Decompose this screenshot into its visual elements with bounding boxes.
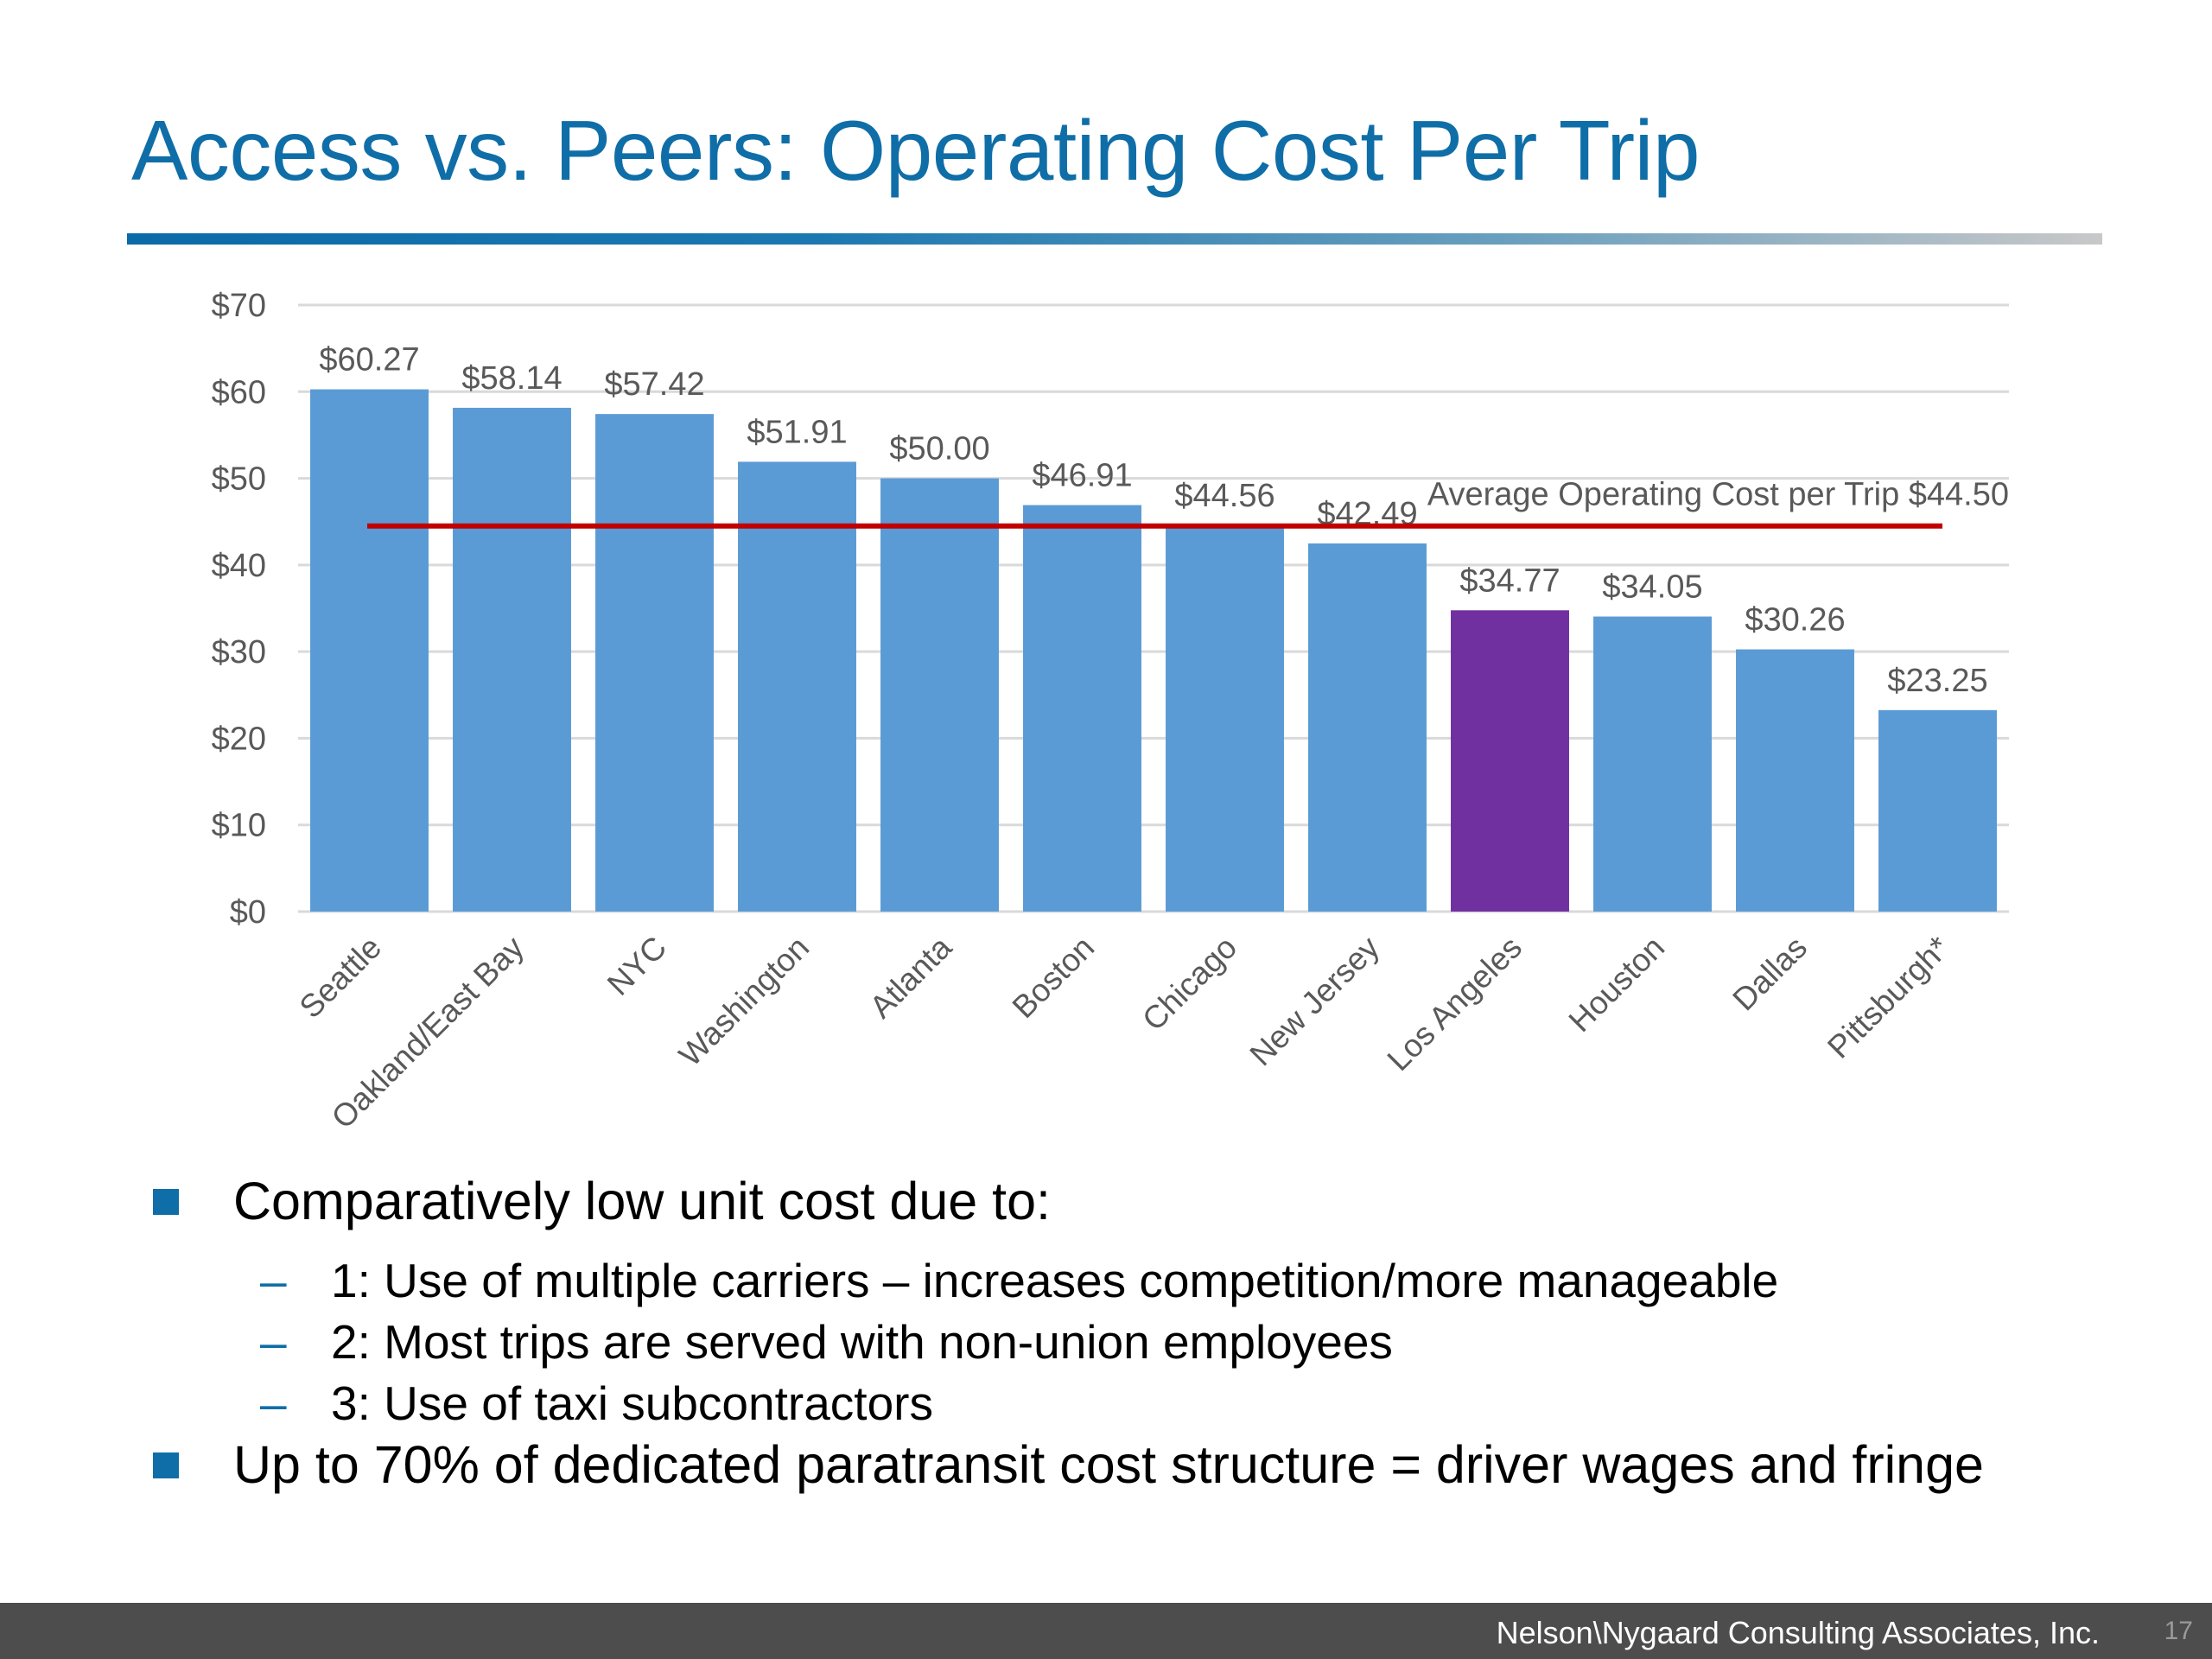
y-tick-label: $40 xyxy=(212,548,266,584)
bar xyxy=(1736,649,1854,912)
bar xyxy=(1451,610,1569,912)
data-label: $44.56 xyxy=(1174,478,1274,514)
dash-bullet-icon: – xyxy=(260,1315,287,1369)
y-tick-label: $70 xyxy=(212,288,266,324)
bar xyxy=(1308,543,1427,912)
x-tick-label: Pittsburgh* xyxy=(1821,930,1956,1065)
footer-bar: Nelson\Nygaard Consulting Associates, In… xyxy=(0,1603,2212,1659)
x-tick-label: Dallas xyxy=(1726,930,1814,1018)
bar xyxy=(1023,505,1141,912)
data-label: $34.05 xyxy=(1602,569,1702,606)
y-tick-label: $50 xyxy=(212,461,266,498)
bar xyxy=(738,461,856,912)
sub-bullet-item: – 3: Use of taxi subcontractors xyxy=(260,1376,2102,1430)
square-bullet-icon xyxy=(153,1189,179,1215)
bar xyxy=(310,389,429,912)
data-label: $46.91 xyxy=(1032,458,1132,494)
sub-bullet-item: – 1: Use of multiple carriers – increase… xyxy=(260,1254,2102,1307)
square-bullet-icon xyxy=(153,1452,179,1478)
dash-bullet-icon: – xyxy=(260,1376,287,1430)
data-label: $30.26 xyxy=(1745,602,1845,639)
x-tick-label: Boston xyxy=(1006,930,1101,1025)
bullet-item: Up to 70% of dedicated paratransit cost … xyxy=(153,1439,2091,1491)
y-tick-label: $20 xyxy=(212,721,266,757)
data-label: $57.42 xyxy=(604,366,704,403)
data-label: $50.00 xyxy=(889,431,989,467)
bullet-text: Comparatively low unit cost due to: xyxy=(233,1172,1051,1230)
bar xyxy=(1878,709,1997,912)
x-tick-label: Los Angeles xyxy=(1381,930,1529,1078)
data-label: $58.14 xyxy=(461,360,562,397)
x-tick-label: Houston xyxy=(1562,930,1671,1039)
data-label: $23.25 xyxy=(1887,663,1987,699)
dash-bullet-icon: – xyxy=(260,1254,287,1307)
bar-chart: $0 $10 $20 $30 $40 $50 $60 $70 $60.27 Seattle $58.… xyxy=(212,288,2009,1135)
sub-bullet-item: – 2: Most trips are served with non-unio… xyxy=(260,1315,2102,1369)
x-tick-label: Chicago xyxy=(1135,930,1243,1038)
slide-title: Access vs. Peers: Operating Cost Per Tri… xyxy=(131,103,1700,198)
data-label: $51.91 xyxy=(747,414,847,450)
company-name: Nelson\Nygaard Consulting Associates, In… xyxy=(1496,1615,2100,1650)
x-tick-label: New Jersey xyxy=(1243,929,1386,1072)
bar xyxy=(1166,525,1284,912)
bar xyxy=(1593,616,1712,912)
page-number: 17 xyxy=(2164,1617,2193,1645)
x-tick-label: NYC xyxy=(601,930,673,1002)
x-tick-label: Atlanta xyxy=(863,929,959,1025)
x-tick-label: Seattle xyxy=(293,930,388,1025)
bullet-item: Comparatively low unit cost due to: xyxy=(153,1172,2091,1230)
sub-bullet-text: 2: Most trips are served with non-union … xyxy=(331,1315,1393,1369)
y-tick-label: $30 xyxy=(212,634,266,671)
bullet-text: Up to 70% of dedicated paratransit cost … xyxy=(233,1435,1984,1494)
y-tick-label: $0 xyxy=(230,894,266,931)
title-divider xyxy=(127,233,2102,245)
data-label: $60.27 xyxy=(319,342,419,378)
sub-bullet-text: 1: Use of multiple carriers – increases … xyxy=(331,1254,1779,1307)
bar xyxy=(880,478,999,912)
bar xyxy=(595,414,714,912)
sub-bullet-text: 3: Use of taxi subcontractors xyxy=(331,1376,933,1430)
average-line-label: Average Operating Cost per Trip $44.50 xyxy=(1427,477,2009,513)
y-tick-label: $60 xyxy=(212,374,266,410)
y-tick-label: $10 xyxy=(212,808,266,844)
data-label: $34.77 xyxy=(1459,563,1560,599)
bar xyxy=(453,407,571,912)
x-tick-label: Washington xyxy=(672,930,816,1073)
